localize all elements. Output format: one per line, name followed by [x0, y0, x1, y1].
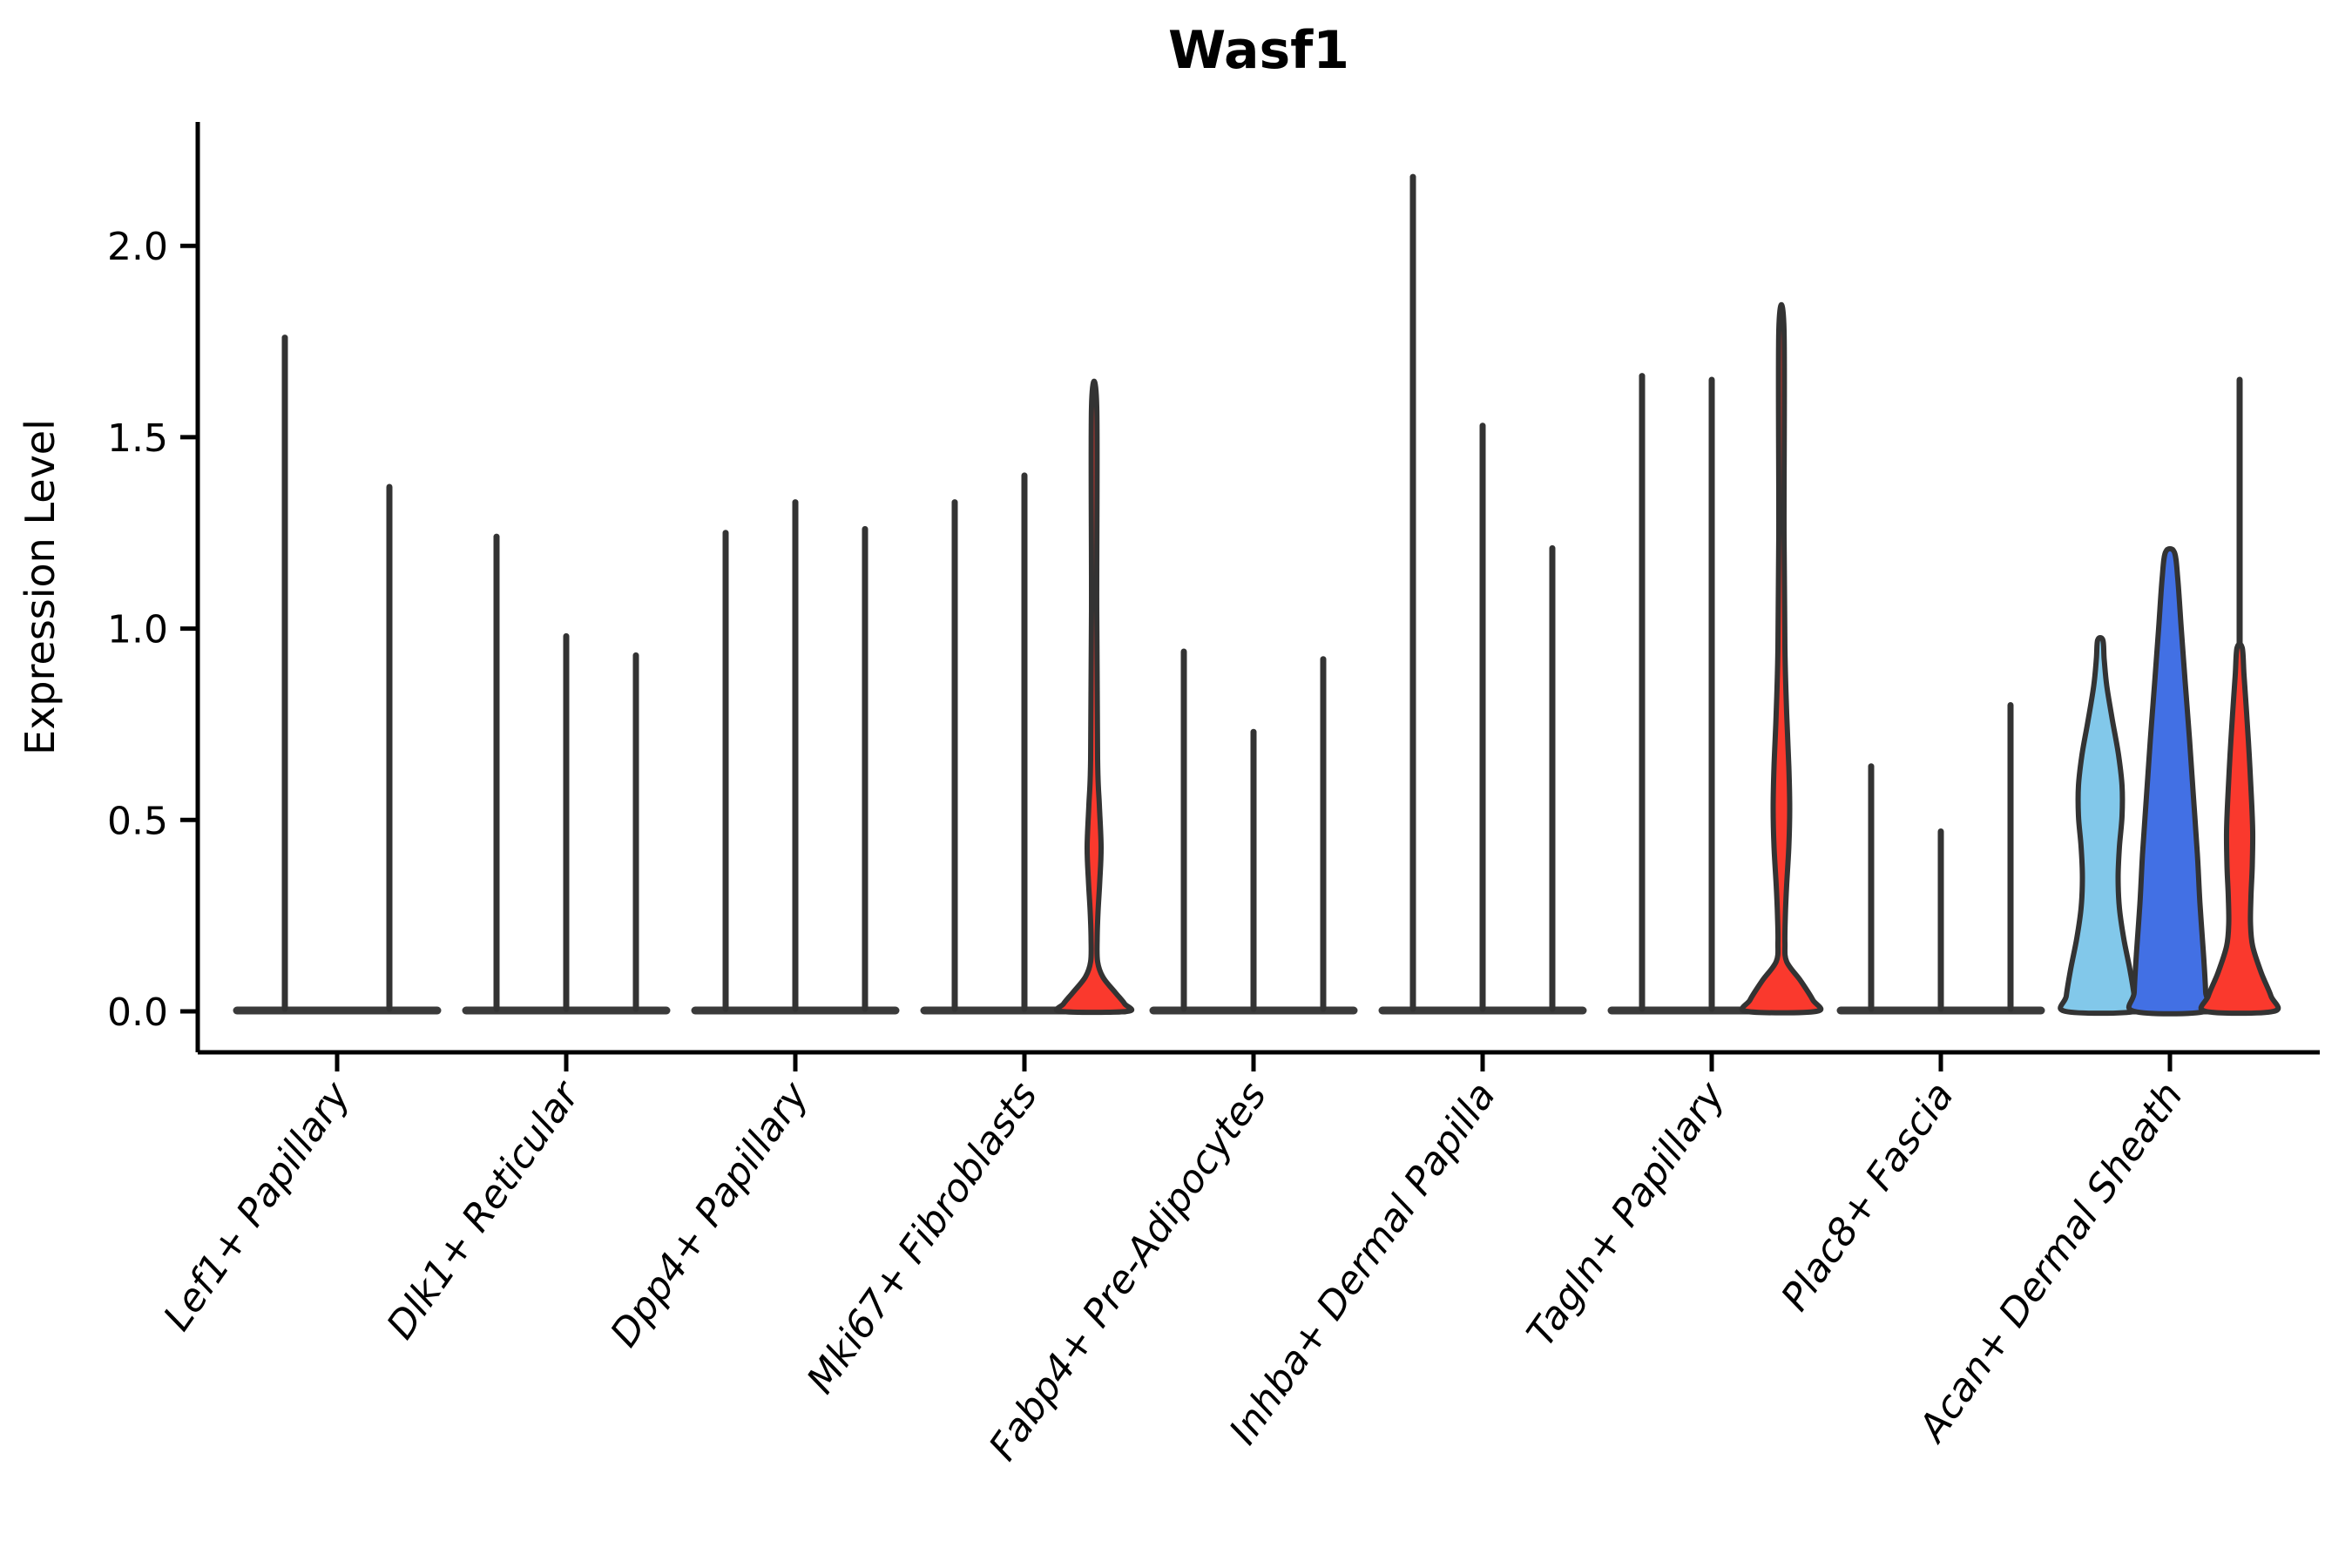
- chart-title: Wasf1: [1168, 20, 1349, 81]
- y-tick-label: 1.0: [107, 608, 168, 652]
- y-tick-label: 0.0: [107, 990, 168, 1035]
- x-tick-label: Fabp4+ Pre-Adipocytes: [981, 1074, 1275, 1469]
- y-tick-label: 0.5: [107, 799, 168, 843]
- x-tick-label: Acan+ Dermal Sheath: [1909, 1074, 2192, 1451]
- x-tick-label: Dpp4+ Papillary: [602, 1073, 818, 1355]
- violin-body-red: [1739, 301, 1824, 1016]
- x-tick-label: Inhba+ Dermal Papilla: [1221, 1074, 1504, 1452]
- violin-body-red: [2198, 641, 2281, 1017]
- y-tick-label: 1.5: [107, 416, 168, 461]
- x-tick-label: Tagln+ Papillary: [1518, 1073, 1734, 1355]
- violin-body-blue: [2126, 545, 2214, 1017]
- x-tick-label: Mki67+ Fibroblasts: [798, 1074, 1046, 1402]
- x-tick-label: Plac8+ Fascia: [1773, 1074, 1963, 1319]
- x-tick-label: Lef1+ Papillary: [155, 1073, 360, 1339]
- y-tick-label: 2.0: [107, 225, 168, 269]
- violin-body-red: [1053, 378, 1135, 1016]
- x-tick-label: Dlk1+ Reticular: [378, 1072, 589, 1348]
- y-axis-label: Expression Level: [17, 419, 64, 755]
- violin-body-skyblue: [2058, 635, 2143, 1017]
